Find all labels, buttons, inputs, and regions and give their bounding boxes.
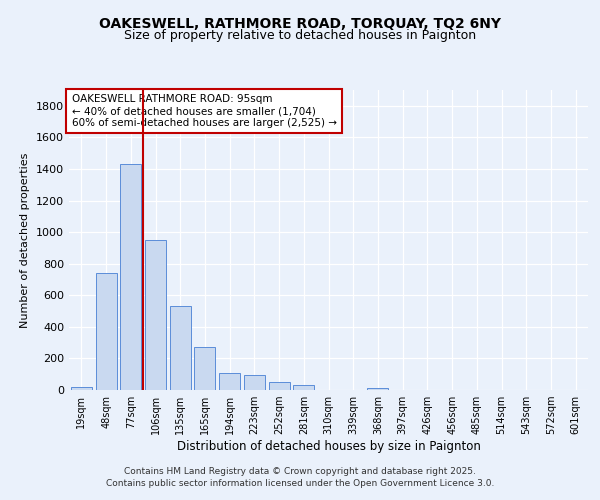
- Text: Contains HM Land Registry data © Crown copyright and database right 2025.: Contains HM Land Registry data © Crown c…: [124, 467, 476, 476]
- Bar: [367, 388, 388, 390]
- Y-axis label: Number of detached properties: Number of detached properties: [20, 152, 31, 328]
- X-axis label: Distribution of detached houses by size in Paignton: Distribution of detached houses by size …: [176, 440, 481, 453]
- Text: Size of property relative to detached houses in Paignton: Size of property relative to detached ho…: [124, 29, 476, 42]
- Text: Contains public sector information licensed under the Open Government Licence 3.: Contains public sector information licen…: [106, 478, 494, 488]
- Bar: [120, 164, 141, 390]
- Bar: [194, 346, 215, 390]
- Bar: [170, 306, 191, 390]
- Bar: [71, 387, 92, 390]
- Bar: [269, 382, 290, 390]
- Bar: [293, 386, 314, 390]
- Text: OAKESWELL RATHMORE ROAD: 95sqm
← 40% of detached houses are smaller (1,704)
60% : OAKESWELL RATHMORE ROAD: 95sqm ← 40% of …: [71, 94, 337, 128]
- Bar: [95, 273, 116, 390]
- Bar: [244, 375, 265, 390]
- Bar: [219, 372, 240, 390]
- Text: OAKESWELL, RATHMORE ROAD, TORQUAY, TQ2 6NY: OAKESWELL, RATHMORE ROAD, TORQUAY, TQ2 6…: [99, 18, 501, 32]
- Bar: [145, 240, 166, 390]
